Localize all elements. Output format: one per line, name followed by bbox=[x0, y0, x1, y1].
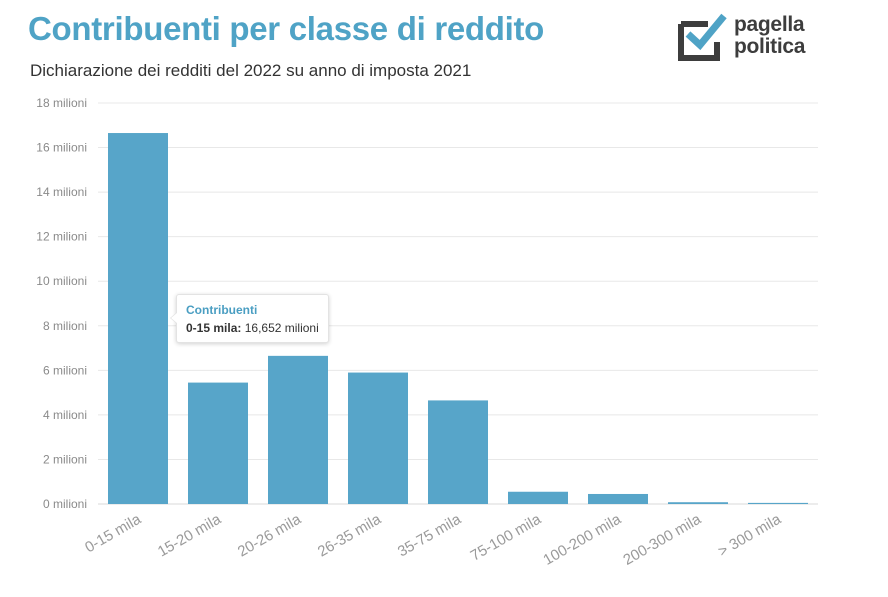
x-tick-label: 100-200 mila bbox=[540, 510, 624, 568]
logo-line-2: politica bbox=[734, 35, 806, 58]
tooltip-separator: : bbox=[237, 321, 242, 335]
x-tick-label: 15-20 mila bbox=[155, 510, 225, 560]
bar-tooltip: Contribuenti 0-15 mila: 16,652 milioni bbox=[170, 294, 329, 343]
chart-title: Contribuenti per classe di reddito bbox=[28, 10, 545, 47]
x-tick-label: 200-300 mila bbox=[620, 510, 704, 568]
logo-wordmark: pagella politica bbox=[734, 14, 805, 58]
chart-subtitle: Dichiarazione dei redditi del 2022 su an… bbox=[30, 61, 472, 80]
bar[interactable] bbox=[188, 382, 248, 504]
y-tick-label: 2 milioni bbox=[43, 452, 87, 466]
x-tick-label: 35-75 mila bbox=[395, 510, 465, 560]
x-tick-label: 75-100 mila bbox=[468, 510, 545, 564]
y-tick-label: 6 milioni bbox=[43, 363, 87, 377]
bars bbox=[108, 133, 808, 504]
bar[interactable] bbox=[428, 400, 488, 504]
y-tick-label: 14 milioni bbox=[36, 185, 87, 199]
x-axis-ticks: 0-15 mila 15-20 mila 20-26 mila 26-35 mila 3… bbox=[82, 510, 785, 568]
y-tick-label: 12 milioni bbox=[36, 230, 87, 244]
bar[interactable] bbox=[108, 133, 168, 504]
y-tick-label: 0 milioni bbox=[43, 497, 87, 511]
x-tick-label: 0-15 mila bbox=[82, 510, 144, 556]
y-tick-label: 16 milioni bbox=[36, 141, 87, 155]
logo-line-1: pagella bbox=[734, 13, 805, 36]
y-axis-ticks: 0 milioni 2 milioni 4 milioni 6 milioni 8 mi… bbox=[36, 96, 87, 511]
bar[interactable] bbox=[268, 355, 328, 504]
y-tick-label: 4 milioni bbox=[43, 408, 87, 422]
tooltip-category: 0-15 mila bbox=[186, 321, 238, 335]
bar[interactable] bbox=[668, 502, 728, 504]
y-tick-label: 10 milioni bbox=[36, 274, 87, 288]
x-tick-label: 20-26 mila bbox=[235, 510, 305, 560]
bar[interactable] bbox=[508, 491, 568, 504]
tooltip-series: Contribuenti bbox=[186, 303, 258, 317]
tooltip-line: 0-15 mila: 16,652 milioni bbox=[186, 321, 319, 335]
y-tick-label: 18 milioni bbox=[36, 96, 87, 110]
bar[interactable] bbox=[748, 502, 808, 504]
bar[interactable] bbox=[588, 493, 648, 504]
bar[interactable] bbox=[348, 372, 408, 504]
x-tick-label: 26-35 mila bbox=[315, 510, 385, 560]
tooltip-value: 16,652 milioni bbox=[244, 321, 319, 335]
checkbox-check-icon bbox=[678, 13, 727, 61]
x-tick-label: > 300 mila bbox=[715, 510, 784, 560]
pagella-politica-logo[interactable]: pagella politica bbox=[676, 12, 826, 66]
y-tick-label: 8 milioni bbox=[43, 319, 87, 333]
